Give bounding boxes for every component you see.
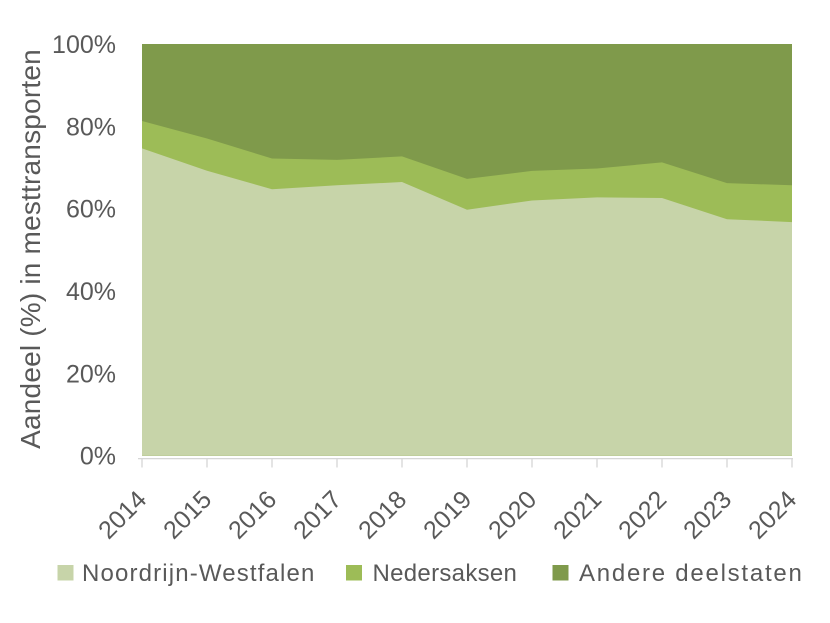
svg-text:2017: 2017 [288, 485, 347, 544]
svg-text:2015: 2015 [158, 485, 217, 544]
svg-text:2016: 2016 [223, 485, 282, 544]
svg-text:2021: 2021 [548, 485, 607, 544]
svg-text:60%: 60% [66, 196, 116, 224]
svg-text:2019: 2019 [418, 485, 477, 544]
svg-text:Aandeel (%) in mesttransporten: Aandeel (%) in mesttransporten [15, 49, 46, 449]
svg-text:100%: 100% [52, 31, 116, 59]
svg-text:2018: 2018 [353, 485, 412, 544]
svg-text:Andere deelstaten: Andere deelstaten [579, 560, 804, 587]
svg-text:2023: 2023 [678, 485, 737, 544]
svg-text:2022: 2022 [613, 485, 672, 544]
svg-text:80%: 80% [66, 113, 116, 141]
svg-text:20%: 20% [66, 360, 116, 388]
svg-text:2020: 2020 [483, 485, 542, 544]
svg-text:40%: 40% [66, 278, 116, 306]
svg-text:Noordrijn-Westfalen: Noordrijn-Westfalen [82, 560, 316, 587]
svg-text:0%: 0% [80, 443, 116, 471]
svg-text:Nedersaksen: Nedersaksen [373, 560, 518, 587]
svg-text:2014: 2014 [93, 485, 152, 544]
svg-text:2024: 2024 [743, 485, 802, 544]
